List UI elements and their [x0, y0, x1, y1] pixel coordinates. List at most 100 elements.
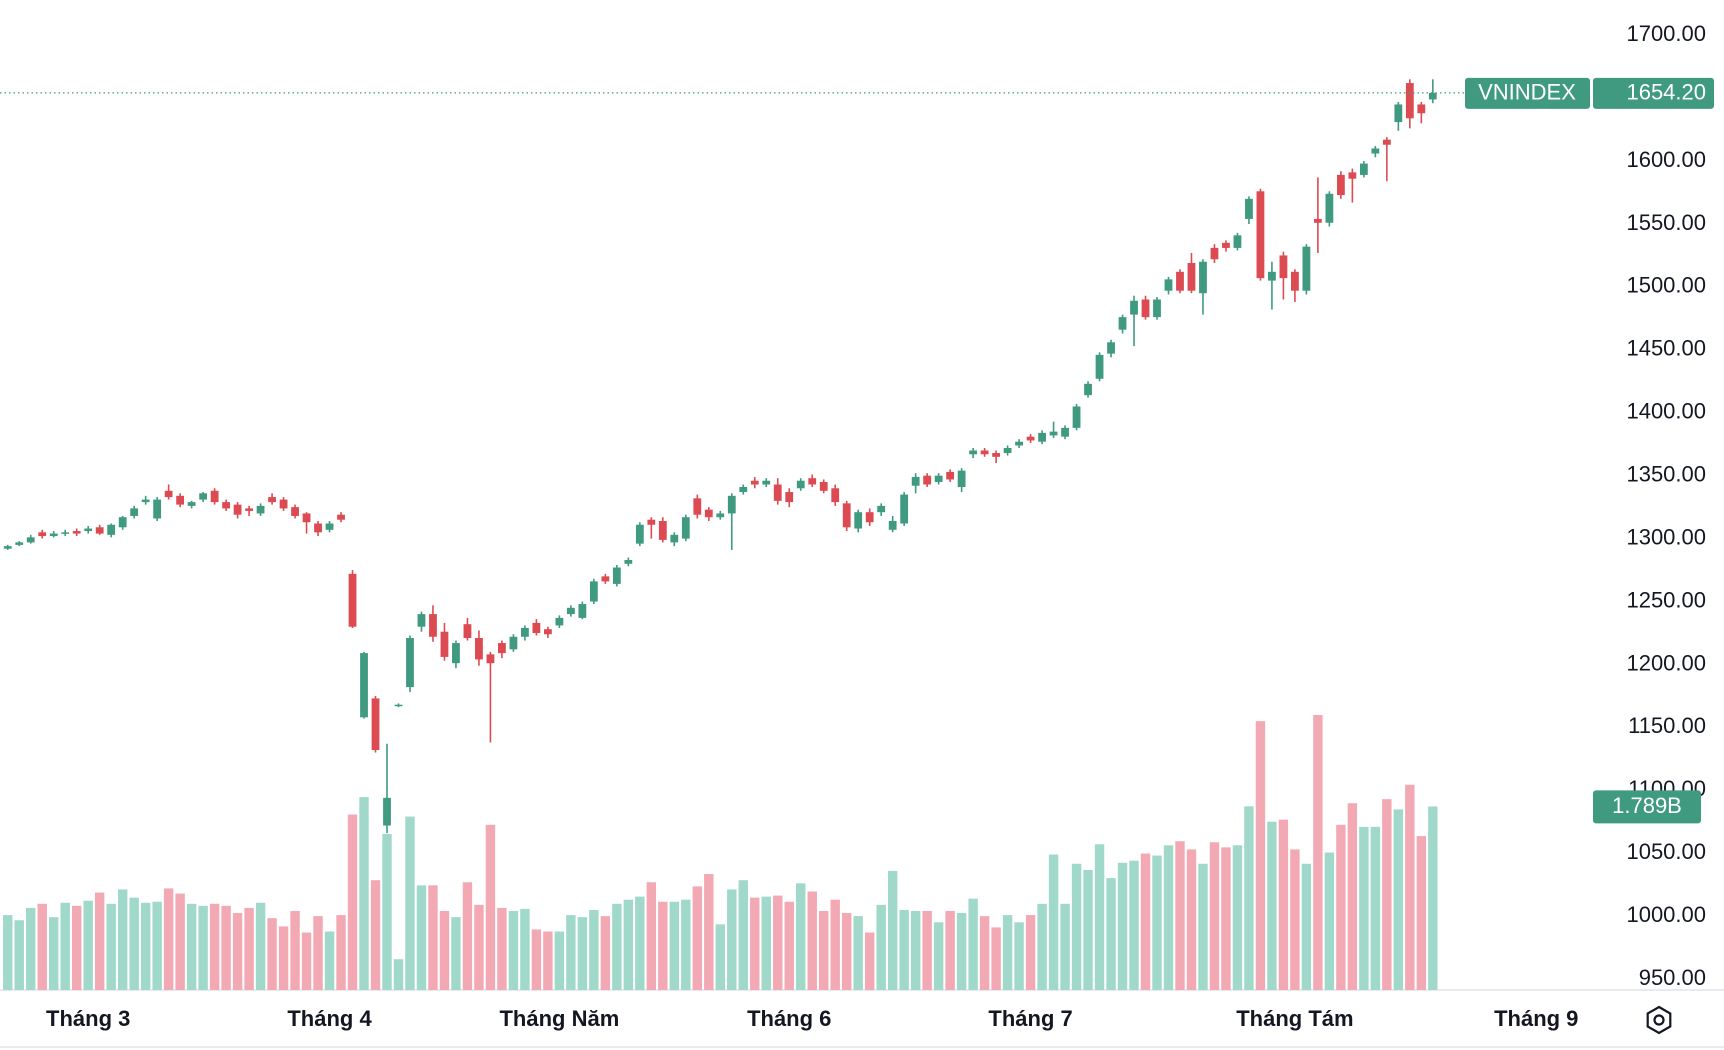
candle-body: [509, 636, 518, 650]
volume-bar: [945, 910, 955, 990]
candle-body: [796, 480, 805, 489]
volume-bar: [255, 902, 266, 990]
candle-body: [877, 505, 886, 513]
candle-body: [681, 517, 690, 539]
volume-bar: [152, 901, 162, 990]
y-tick-label: 1050.00: [1626, 839, 1706, 864]
volume-bar: [72, 905, 82, 990]
volume-bar: [290, 910, 300, 990]
volume-bar: [1048, 854, 1059, 990]
volume-bar: [106, 903, 116, 990]
candle-body: [1107, 342, 1115, 354]
candle-body: [38, 532, 47, 537]
candle-body: [383, 797, 391, 826]
volume-bar: [853, 916, 863, 990]
candle-body: [233, 504, 242, 515]
candle-body: [555, 617, 564, 626]
candle-body: [911, 476, 920, 486]
candle-body: [831, 488, 840, 503]
candle-body: [199, 493, 208, 500]
volume-bar: [1393, 809, 1404, 990]
y-tick-label: 1550.00: [1626, 210, 1706, 235]
volume-bar: [49, 917, 59, 990]
candle-body: [1164, 279, 1173, 291]
candle-body: [337, 514, 345, 520]
volume-bar: [1002, 915, 1013, 990]
volume-bar: [1370, 826, 1381, 990]
x-tick-label: Tháng 7: [988, 1006, 1072, 1031]
y-tick-label: 1500.00: [1626, 273, 1706, 298]
settings-hexagon: [1646, 1005, 1672, 1035]
candle-body: [84, 528, 93, 532]
candle-body: [1210, 247, 1219, 260]
volume-bar: [933, 922, 944, 990]
candle-body: [291, 507, 299, 516]
candle-body: [808, 478, 817, 485]
candle-body: [360, 653, 368, 718]
y-tick-label: 1350.00: [1626, 461, 1706, 486]
candle-body: [371, 698, 380, 751]
volume-bar: [543, 931, 553, 990]
candle-body: [601, 576, 610, 582]
candle-body: [26, 537, 35, 543]
candle-body: [1245, 198, 1253, 219]
volume-bar: [336, 915, 346, 990]
candle-body: [1003, 447, 1012, 454]
candle-body: [1118, 317, 1127, 330]
settings-icon[interactable]: [1646, 1005, 1672, 1035]
candle-body: [486, 654, 495, 664]
volume-bar: [370, 880, 381, 990]
candle-body: [750, 480, 759, 485]
candle-body: [624, 559, 633, 564]
volume-bar: [715, 924, 725, 990]
candle-body: [107, 524, 116, 535]
candle-body: [992, 453, 1001, 457]
candle-body: [348, 573, 357, 627]
candle-body: [1095, 354, 1104, 379]
volume-bar: [784, 901, 794, 990]
volume-bar: [1071, 863, 1082, 990]
x-tick-label: Tháng 3: [46, 1006, 130, 1031]
volume-bar: [508, 910, 519, 990]
volume-bar: [681, 899, 691, 990]
y-tick-label: 1000.00: [1626, 902, 1706, 927]
y-tick-label: 1200.00: [1626, 650, 1706, 675]
volume-bar: [405, 816, 415, 990]
y-tick-label: 1250.00: [1626, 587, 1706, 612]
candle-body: [95, 527, 104, 534]
candle-body: [164, 490, 173, 498]
candle-body: [842, 503, 851, 528]
volume-bar: [623, 899, 634, 990]
candle-body: [1291, 271, 1299, 291]
volume-bar: [1163, 845, 1174, 990]
candle-body: [693, 498, 702, 515]
volume-bar: [1025, 915, 1036, 990]
x-tick-label: Tháng 4: [287, 1006, 372, 1031]
candle-body: [1313, 218, 1322, 223]
volume-bar: [416, 885, 427, 990]
candle-body: [325, 523, 334, 530]
candle-body: [647, 519, 656, 525]
volume-bar: [531, 929, 542, 990]
candle-body: [1428, 92, 1437, 100]
volume-bar: [910, 910, 921, 990]
volume-bar: [1117, 862, 1128, 990]
volume-bar: [1094, 844, 1105, 990]
candle-body: [819, 481, 828, 491]
volume-bar: [1186, 849, 1197, 990]
candle-body: [532, 622, 541, 633]
candle-body: [785, 492, 794, 503]
volume-tag-label: 1.789B: [1612, 793, 1682, 818]
volume-bars: [3, 715, 1438, 990]
candle-body: [1382, 139, 1391, 145]
candle-body: [463, 624, 472, 639]
candle-body: [1187, 263, 1196, 291]
volume-bar: [1405, 784, 1415, 990]
volume-bar: [876, 904, 886, 990]
candle-body: [429, 614, 437, 637]
candle-body: [302, 513, 311, 523]
volume-bar: [1129, 860, 1139, 990]
candle-body: [1417, 104, 1426, 114]
candle-body: [969, 450, 978, 455]
